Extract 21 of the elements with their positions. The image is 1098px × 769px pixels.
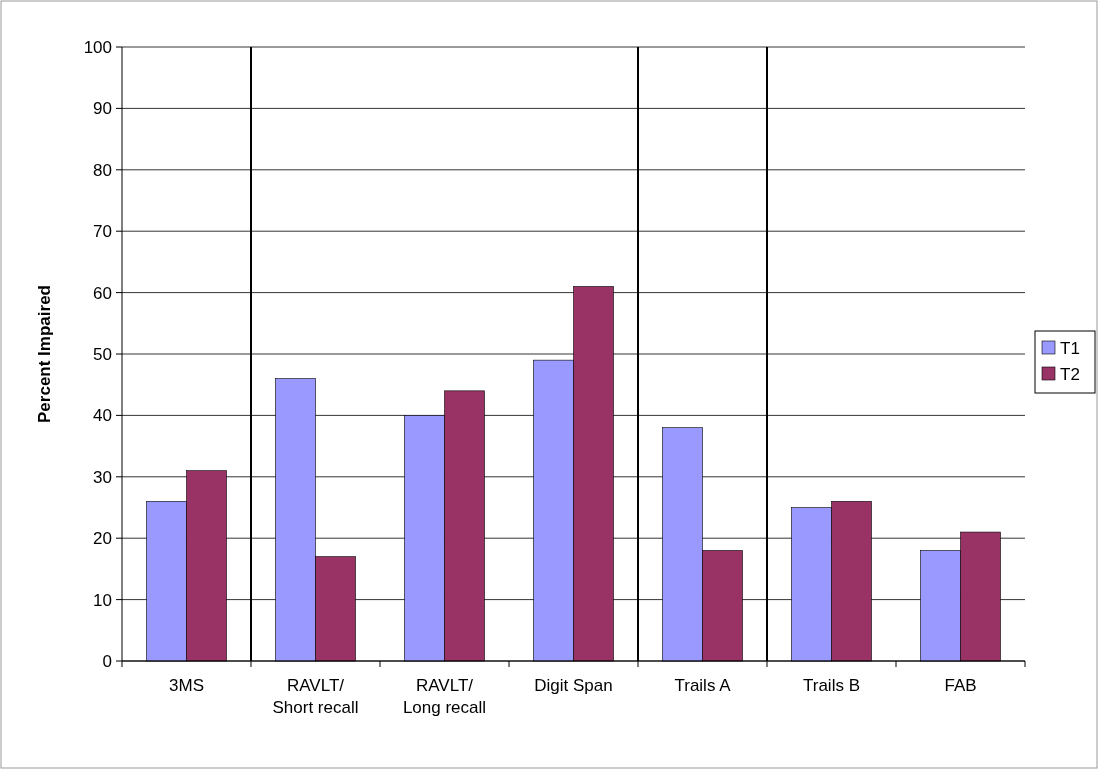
y-tick-label: 40 [93,406,112,426]
y-tick-label: 60 [93,283,112,303]
x-tick-label: 3MS [169,676,204,695]
x-tick-label: Trails A [674,676,732,695]
x-tick-label: RAVLT/ Short recall [272,676,359,717]
y-tick-label: 80 [93,160,112,180]
x-tick-label: Trails B [803,676,860,695]
y-tick-label: 30 [93,467,112,487]
legend-label: T2 [1060,364,1080,384]
y-tick-label: 100 [83,37,112,57]
y-axis-title: Percent Impaired [35,285,54,423]
y-tick-label: 20 [93,529,112,549]
y-tick-label: 10 [93,590,112,610]
y-tick-label: 50 [93,344,112,364]
y-tick-label: 90 [93,99,112,119]
legend-label: T1 [1060,338,1080,358]
y-tick-label: 0 [102,651,112,671]
y-tick-label: 70 [93,222,112,242]
x-tick-label: FAB [944,676,977,695]
x-tick-label: RAVLT/ Long recall [402,676,487,717]
x-tick-label: Digit Span [534,676,613,695]
